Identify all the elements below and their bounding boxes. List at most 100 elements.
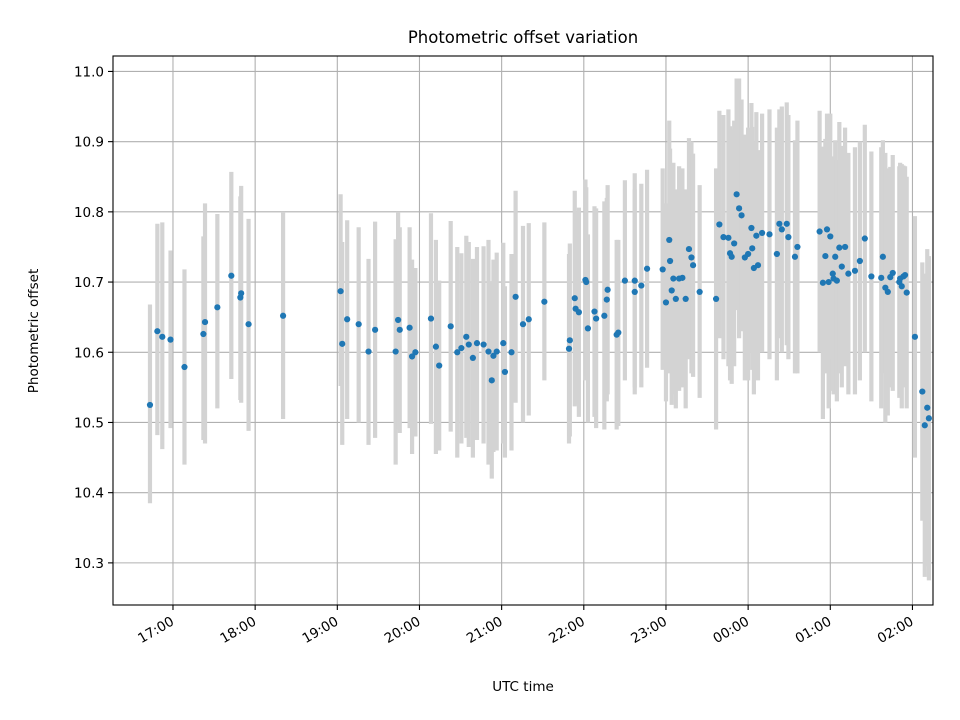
data-point — [766, 231, 773, 238]
chart-title: Photometric offset variation — [408, 28, 638, 47]
data-point — [851, 267, 859, 274]
data-point — [754, 262, 762, 269]
data-point — [436, 362, 443, 369]
data-point — [395, 316, 402, 324]
y-tick-label: 10.7 — [74, 275, 104, 291]
data-point — [827, 233, 834, 240]
data-point — [689, 262, 697, 269]
data-point — [584, 325, 592, 332]
data-point — [344, 316, 351, 323]
data-point — [778, 226, 785, 233]
data-point — [525, 316, 532, 323]
data-point — [833, 277, 840, 284]
data-point — [615, 329, 622, 336]
data-point — [355, 321, 362, 328]
data-point — [339, 340, 346, 347]
data-point — [279, 312, 287, 319]
data-point — [832, 253, 839, 260]
data-point — [838, 263, 845, 270]
data-point — [365, 348, 372, 355]
data-point — [245, 321, 252, 328]
data-point — [748, 224, 755, 232]
data-point — [868, 273, 875, 280]
y-tick-label: 10.8 — [74, 205, 104, 221]
data-point — [159, 333, 166, 340]
data-point — [785, 234, 792, 241]
data-point — [879, 253, 886, 260]
data-point — [408, 353, 416, 360]
data-point — [337, 288, 344, 295]
data-point — [696, 288, 703, 295]
data-point — [728, 253, 735, 260]
data-point — [214, 304, 221, 311]
data-point — [488, 377, 495, 384]
data-point — [469, 354, 476, 361]
data-point — [519, 321, 527, 328]
data-point — [458, 344, 465, 352]
y-tick-label: 10.4 — [74, 486, 104, 502]
data-point — [749, 245, 756, 252]
data-point — [924, 404, 931, 411]
y-tick-label: 10.5 — [74, 415, 104, 431]
data-point — [925, 415, 932, 422]
data-point — [725, 234, 732, 241]
data-point — [738, 212, 745, 219]
data-point — [783, 220, 790, 227]
data-point — [463, 333, 470, 340]
data-point — [903, 289, 910, 296]
data-point — [758, 229, 766, 237]
data-point — [593, 315, 600, 322]
y-tick-label: 10.9 — [74, 135, 104, 151]
data-point — [685, 245, 693, 253]
data-point — [631, 277, 638, 284]
data-point — [919, 388, 926, 395]
data-point — [473, 340, 481, 347]
data-point — [396, 326, 403, 333]
data-point — [146, 401, 154, 409]
data-point — [643, 265, 651, 272]
data-point — [583, 278, 590, 286]
data-point — [836, 244, 843, 251]
data-point — [228, 272, 235, 279]
data-points — [146, 191, 932, 429]
data-point — [480, 341, 487, 348]
data-point — [823, 226, 831, 233]
data-point — [493, 348, 500, 355]
data-point — [712, 295, 720, 303]
data-point — [490, 352, 497, 359]
data-point — [465, 341, 472, 348]
data-point — [454, 349, 461, 356]
data-point — [733, 191, 740, 198]
y-tick-label: 10.6 — [74, 345, 104, 361]
data-point — [889, 269, 896, 277]
data-point — [601, 312, 608, 319]
data-point — [911, 333, 919, 340]
data-point — [575, 309, 582, 316]
data-point — [794, 243, 801, 251]
data-point — [571, 295, 578, 302]
data-point — [682, 295, 689, 303]
data-point — [412, 349, 419, 356]
data-point — [825, 278, 832, 286]
data-point — [603, 296, 610, 303]
data-point — [237, 294, 244, 301]
data-point — [878, 274, 885, 281]
data-point — [776, 220, 783, 227]
data-point — [508, 349, 515, 356]
data-point — [861, 235, 868, 242]
data-point — [485, 348, 492, 355]
data-point — [427, 315, 435, 322]
data-point — [884, 288, 891, 295]
data-point — [181, 363, 188, 371]
data-point — [432, 343, 440, 350]
data-point — [154, 328, 161, 335]
data-point — [447, 323, 454, 330]
y-tick-label: 10.3 — [74, 556, 104, 572]
data-point — [201, 318, 209, 326]
data-point — [372, 326, 379, 333]
data-point — [604, 286, 611, 293]
data-point — [500, 340, 507, 347]
data-point — [841, 243, 849, 251]
data-point — [566, 337, 573, 344]
data-point — [688, 254, 695, 261]
